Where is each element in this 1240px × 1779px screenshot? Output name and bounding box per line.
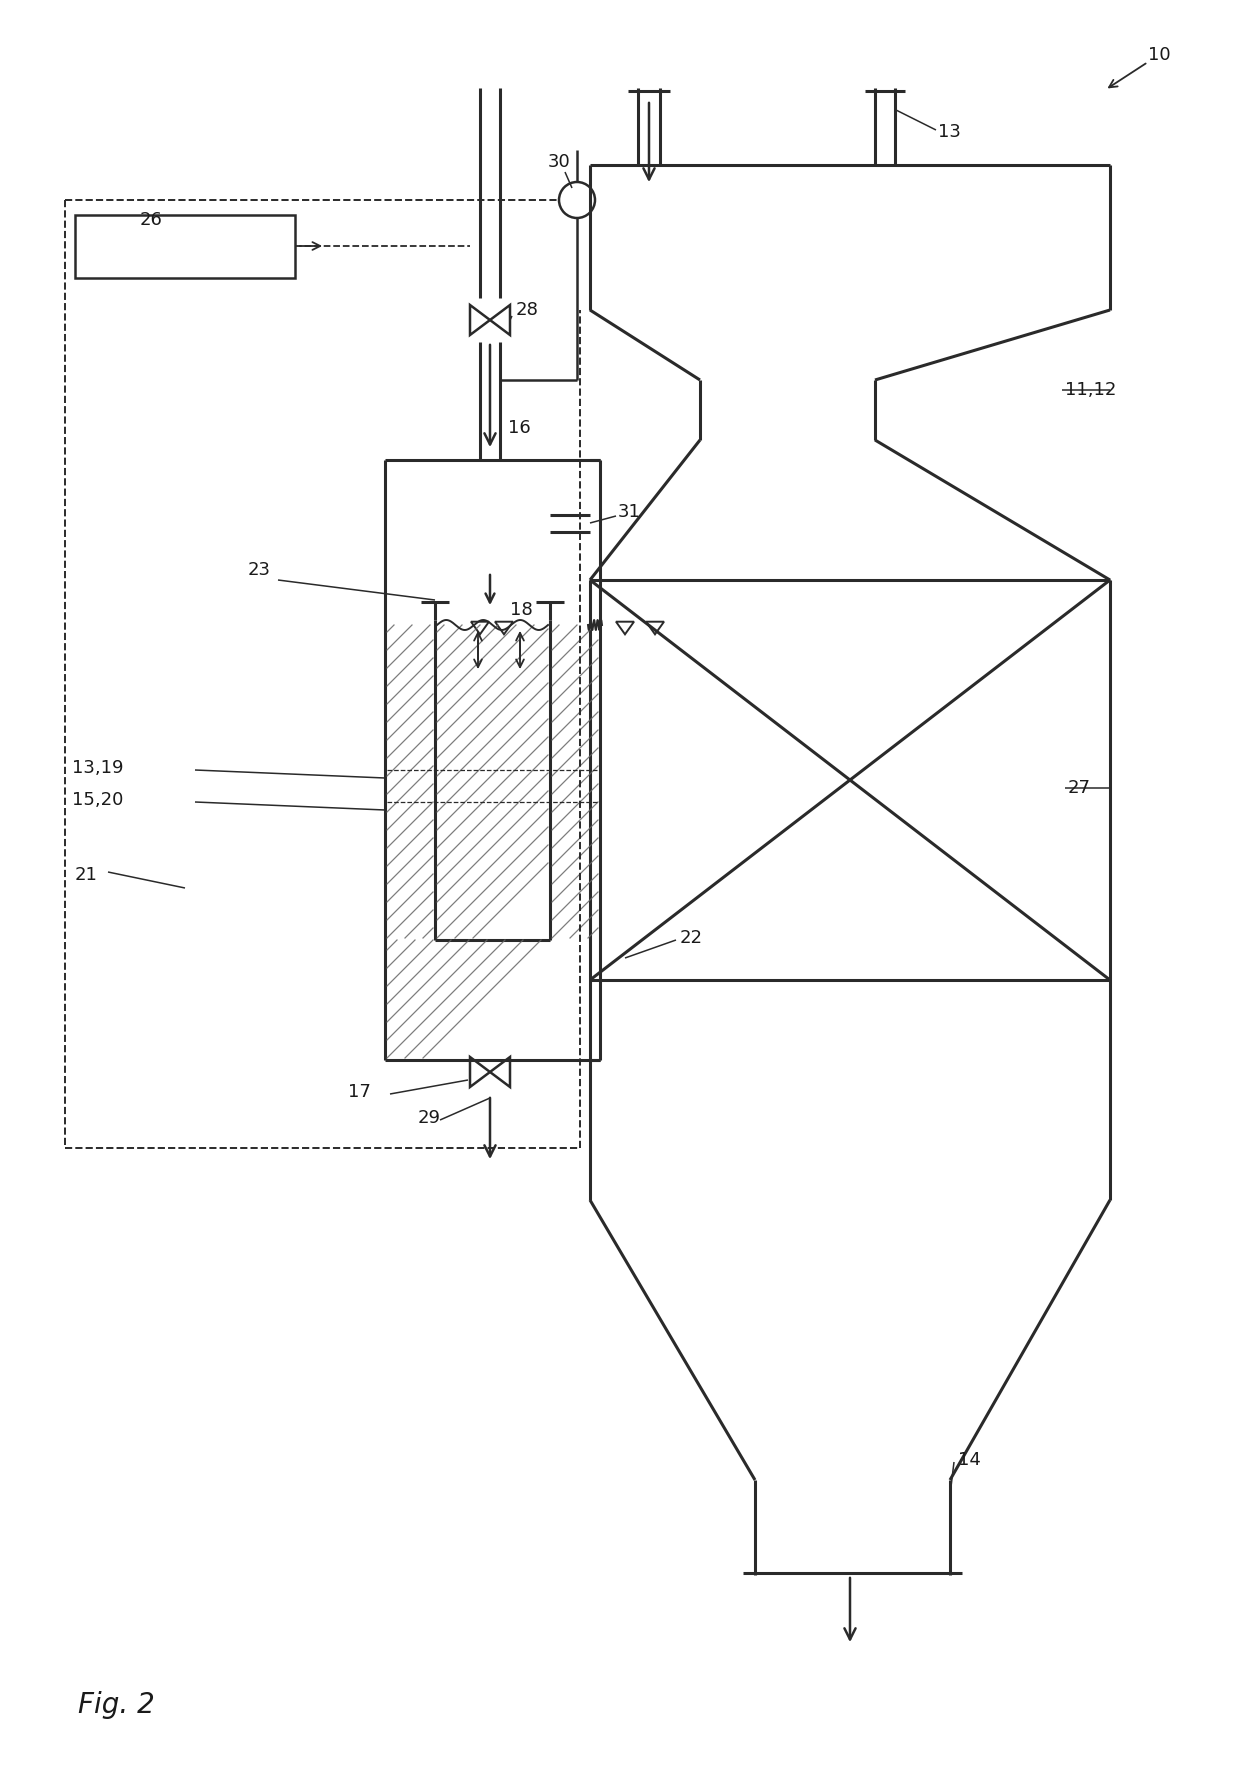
Text: 18: 18 bbox=[510, 601, 533, 619]
Text: 31: 31 bbox=[618, 503, 641, 521]
Bar bbox=[74, 215, 295, 278]
Text: 26: 26 bbox=[140, 212, 162, 229]
Text: 15,20: 15,20 bbox=[72, 792, 123, 809]
Text: 23: 23 bbox=[248, 560, 272, 578]
Text: 16: 16 bbox=[508, 420, 531, 438]
Text: 11,12: 11,12 bbox=[1065, 381, 1116, 398]
Text: 13: 13 bbox=[937, 123, 961, 141]
Text: Fig. 2: Fig. 2 bbox=[78, 1692, 155, 1719]
Text: 17: 17 bbox=[348, 1083, 371, 1101]
Text: 29: 29 bbox=[418, 1108, 441, 1128]
Text: 10: 10 bbox=[1148, 46, 1171, 64]
Text: 22: 22 bbox=[680, 929, 703, 946]
Text: 30: 30 bbox=[548, 153, 570, 171]
Text: 14: 14 bbox=[959, 1452, 981, 1469]
Text: 27: 27 bbox=[1068, 779, 1091, 797]
Text: 21: 21 bbox=[74, 866, 98, 884]
Text: 13,19: 13,19 bbox=[72, 760, 124, 777]
Text: 28: 28 bbox=[516, 301, 539, 318]
